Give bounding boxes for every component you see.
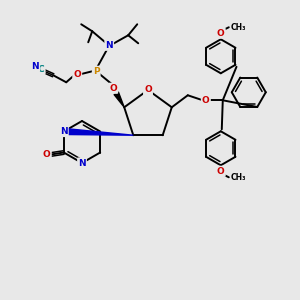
Text: O: O bbox=[202, 96, 210, 105]
Text: CH₃: CH₃ bbox=[231, 23, 246, 32]
Text: O: O bbox=[109, 84, 117, 93]
Text: N: N bbox=[60, 127, 68, 136]
Text: C: C bbox=[38, 65, 44, 74]
Text: N: N bbox=[78, 158, 86, 167]
Text: N: N bbox=[32, 62, 39, 71]
Text: CH₃: CH₃ bbox=[231, 173, 246, 182]
Polygon shape bbox=[65, 128, 133, 135]
Text: O: O bbox=[217, 29, 225, 38]
Text: O: O bbox=[43, 150, 51, 159]
Text: O: O bbox=[217, 167, 225, 176]
Text: N: N bbox=[105, 41, 113, 50]
Polygon shape bbox=[114, 92, 124, 107]
Text: O: O bbox=[73, 70, 81, 79]
Text: O: O bbox=[144, 85, 152, 94]
Text: P: P bbox=[93, 67, 100, 76]
